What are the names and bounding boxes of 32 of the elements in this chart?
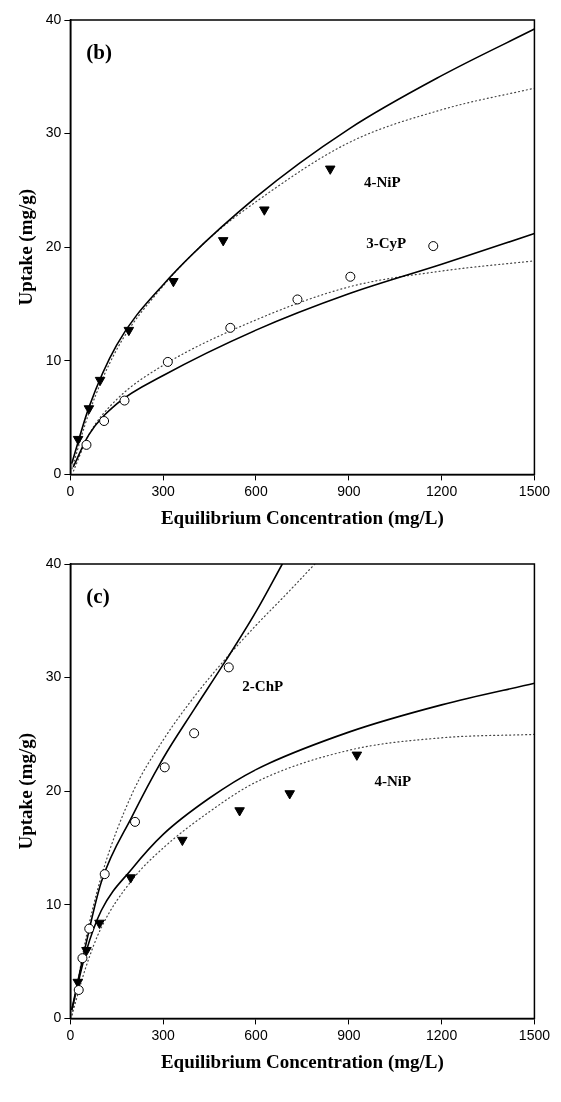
x-tick-label: 1500 [518,1026,551,1043]
y-tick-label: 20 [45,782,62,799]
annotation: (b) [86,40,113,65]
series-label: 2-ChP [242,678,284,695]
x-tick-label: 0 [66,482,75,499]
x-tick-label: 600 [244,482,268,499]
y-tick-label: 40 [45,10,62,27]
x-tick-label: 300 [151,482,176,499]
x-tick-label: 0 [66,1026,75,1043]
x-tick-label: 300 [151,1026,176,1043]
y-tick-label: 30 [45,668,62,685]
annotation: (c) [86,584,110,609]
y-tick-label: 20 [45,238,62,255]
y-tick-label: 30 [45,124,62,141]
y-tick-label: 0 [53,1009,62,1026]
y-tick-label: 0 [53,465,62,482]
x-tick-label: 900 [337,1026,361,1043]
x-tick-label: 900 [337,482,361,499]
y-tick-label: 40 [45,554,62,571]
y-axis-title: Uptake (mg/g) [15,188,38,306]
y-tick-label: 10 [45,351,62,368]
series-label: 3-CyP [366,234,407,251]
y-tick-label: 10 [45,895,62,912]
x-tick-label: 1200 [426,1026,458,1043]
y-axis-title: Uptake (mg/g) [15,732,38,850]
series-label: 4-NiP [374,772,412,789]
x-tick-label: 600 [244,1026,268,1043]
x-tick-label: 1200 [426,482,458,499]
series-label: 4-NiP [363,173,401,190]
x-axis-title: Equilibrium Concentration (mg/L) [160,506,444,529]
x-axis-title: Equilibrium Concentration (mg/L) [160,1050,444,1073]
x-tick-label: 1500 [518,482,551,499]
